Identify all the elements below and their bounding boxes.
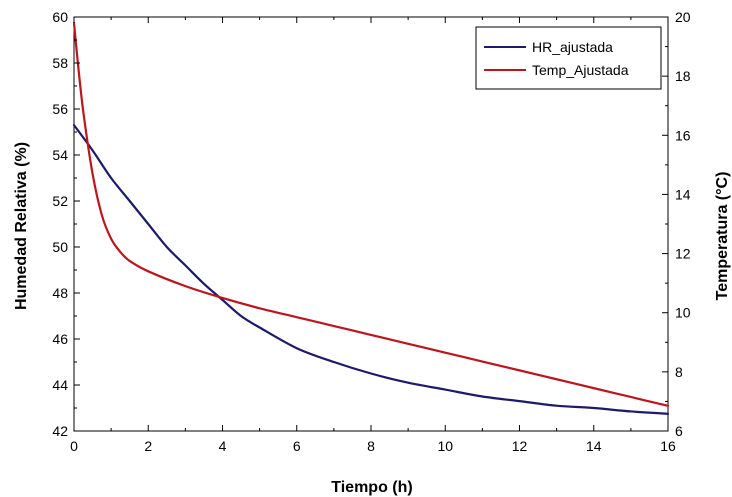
y-axis-left: 42 44 46 48 50 52 54 56 58 60 — [52, 9, 80, 439]
y-left-tick-label: 58 — [52, 55, 68, 71]
y-right-tick-label: 6 — [675, 423, 683, 439]
x-axis: 0 2 4 6 8 10 12 14 16 — [70, 17, 676, 454]
y-left-tick-label: 48 — [52, 285, 68, 301]
y-left-tick-label: 52 — [52, 193, 68, 209]
y-right-tick-label: 12 — [675, 246, 691, 262]
x-tick-label: 0 — [70, 438, 78, 454]
y-axis-right-title: Temperatura (°C) — [714, 172, 731, 301]
y-left-tick-label: 54 — [52, 147, 68, 163]
y-left-tick-label: 56 — [52, 101, 68, 117]
legend: HR_ajustada Temp_Ajustada — [475, 26, 662, 90]
x-tick-label: 14 — [586, 438, 602, 454]
series-lines — [72, 21, 670, 415]
y-left-tick-label: 60 — [52, 9, 68, 25]
y-left-tick-label: 44 — [52, 377, 68, 393]
x-tick-label: 6 — [293, 438, 301, 454]
x-tick-label: 8 — [367, 438, 375, 454]
x-axis-title: Tiempo (h) — [331, 479, 412, 496]
x-tick-label: 16 — [660, 438, 676, 454]
y-right-tick-label: 14 — [675, 186, 691, 202]
x-tick-label: 10 — [437, 438, 453, 454]
y-axis-left-title: Humedad Relativa (%) — [13, 142, 30, 310]
x-tick-label: 4 — [219, 438, 227, 454]
legend-label-temp: Temp_Ajustada — [532, 62, 629, 78]
y-right-tick-label: 16 — [675, 127, 691, 143]
y-left-tick-label: 50 — [52, 239, 68, 255]
y-left-tick-label: 46 — [52, 331, 68, 347]
y-right-tick-label: 8 — [675, 364, 683, 380]
y-right-tick-label: 10 — [675, 305, 691, 321]
legend-box — [475, 26, 662, 90]
x-tick-label: 12 — [512, 438, 528, 454]
y-axis-right: 6 8 10 12 14 16 18 20 — [662, 9, 691, 439]
y-right-tick-label: 18 — [675, 68, 691, 84]
series-line-hr — [72, 124, 670, 415]
legend-label-hr: HR_ajustada — [532, 39, 613, 55]
series-line-temp — [72, 21, 670, 407]
x-tick-label: 2 — [144, 438, 152, 454]
y-left-tick-label: 42 — [52, 423, 68, 439]
y-right-tick-label: 20 — [675, 9, 691, 25]
